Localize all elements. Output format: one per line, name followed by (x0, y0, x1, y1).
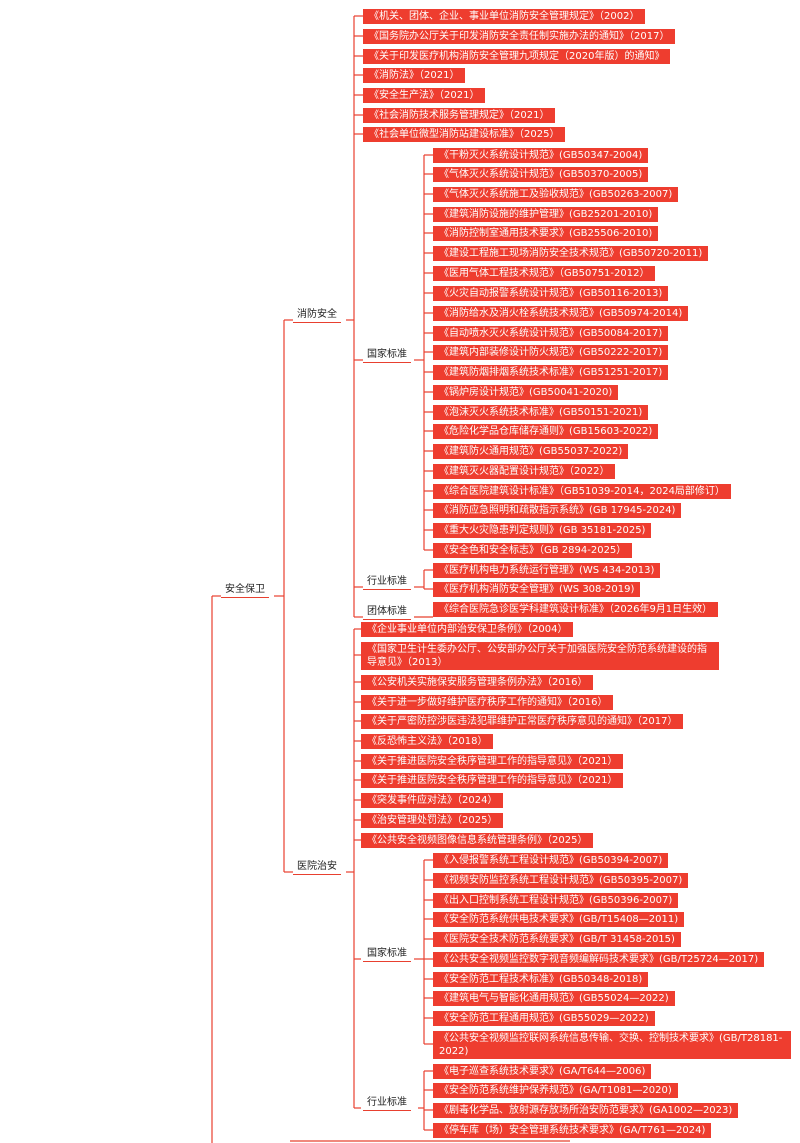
leaf-fire-national-standard[interactable]: 《消防应急照明和疏散指示系统》(GB 17945-2024) (433, 503, 682, 518)
leaf-security-national-standard[interactable]: 《安全防范工程通用规范》(GB55029—2022) (433, 1011, 655, 1026)
leaf-security-national-standard[interactable]: 《公共安全视频监控联网系统信息传输、交换、控制技术要求》(GB/T28181-2… (433, 1031, 791, 1059)
leaf-fire-national-standard[interactable]: 《安全色和安全标志》（GB 2894-2025） (433, 543, 633, 558)
leaf-fire-national-standard[interactable]: 《建筑防火通用规范》(GB55037-2022) (433, 444, 629, 459)
leaf-security-law[interactable]: 《关于推进医院安全秩序管理工作的指导意见》（2021） (361, 754, 624, 769)
leaf-fire-national-standard[interactable]: 《危险化学品仓库储存通则》(GB15603-2022) (433, 424, 659, 439)
leaf-fire-national-standard[interactable]: 《建筑内部装修设计防火规范》(GB50222-2017) (433, 345, 669, 360)
leaf-fire-national-standard[interactable]: 《气体灭火系统施工及验收规范》(GB50263-2007) (433, 187, 679, 202)
leaf-fire-national-standard[interactable]: 《锅炉房设计规范》(GB50041-2020) (433, 385, 619, 400)
leaf-fire-law[interactable]: 《机关、团体、企业、事业单位消防安全管理规定》（2002） (363, 9, 646, 24)
leaf-security-industry-standard[interactable]: 《停车库（场）安全管理系统技术要求》(GA/T761—2024) (433, 1123, 712, 1138)
leaf-security-industry-standard[interactable]: 《剧毒化学品、放射源存放场所治安防范要求》(GA1002—2023) (433, 1103, 739, 1118)
leaf-fire-national-standard[interactable]: 《综合医院建筑设计标准》（GB51039-2014，2024局部修订） (433, 484, 731, 499)
leaf-security-law[interactable]: 《企业事业单位内部治安保卫条例》（2004） (361, 622, 574, 637)
leaf-fire-national-standard[interactable]: 《建设工程施工现场消防安全技术规范》(GB50720-2011) (433, 246, 709, 261)
node-fire-national-standards[interactable]: 国家标准 (363, 346, 411, 363)
leaf-security-national-standard[interactable]: 《安全防范系统供电技术要求》(GB/T15408—2011) (433, 912, 685, 927)
leaf-security-industry-standard[interactable]: 《安全防范系统维护保养规范》(GA/T1081—2020) (433, 1083, 678, 1098)
leaf-security-national-standard[interactable]: 《视频安防监控系统工程设计规范》(GB50395-2007) (433, 873, 689, 888)
leaf-security-national-standard[interactable]: 《安全防范工程技术标准》(GB50348-2018) (433, 972, 649, 987)
leaf-fire-law[interactable]: 《关于印发医疗机构消防安全管理九项规定（2020年版）的通知》 (363, 49, 671, 64)
node-root-security[interactable]: 安全保卫 (221, 581, 269, 598)
leaf-fire-national-standard[interactable]: 《建筑消防设施的维护管理》(GB25201-2010) (433, 207, 659, 222)
node-security-national-standards[interactable]: 国家标准 (363, 945, 411, 962)
node-security-industry-standards[interactable]: 行业标准 (363, 1094, 411, 1111)
leaf-fire-group-standard[interactable]: 《综合医院急诊医学科建筑设计标准》（2026年9月1日生效） (433, 602, 719, 617)
leaf-fire-national-standard[interactable]: 《火灾自动报警系统设计规范》(GB50116-2013) (433, 286, 669, 301)
leaf-fire-national-standard[interactable]: 《泡沫灭火系统技术标准》(GB50151-2021) (433, 405, 649, 420)
leaf-fire-industry-standard[interactable]: 《医疗机构电力系统运行管理》(WS 434-2013) (433, 563, 661, 578)
leaf-fire-national-standard[interactable]: 《医用气体工程技术规范》（GB50751-2012） (433, 266, 656, 281)
leaf-fire-national-standard[interactable]: 《重大火灾隐患判定规则》(GB 35181-2025) (433, 523, 652, 538)
leaf-security-law[interactable]: 《公安机关实施保安服务管理条例办法》（2016） (361, 675, 594, 690)
leaf-security-law[interactable]: 《治安管理处罚法》（2025） (361, 813, 504, 828)
leaf-fire-national-standard[interactable]: 《建筑防烟排烟系统技术标准》(GB51251-2017) (433, 365, 669, 380)
leaf-security-law[interactable]: 《反恐怖主义法》（2018） (361, 734, 494, 749)
node-hospital-security[interactable]: 医院治安 (293, 858, 341, 875)
leaf-security-law[interactable]: 《突发事件应对法》（2024） (361, 793, 504, 808)
leaf-security-national-standard[interactable]: 《入侵报警系统工程设计规范》(GB50394-2007) (433, 853, 669, 868)
leaf-fire-law[interactable]: 《消防法》（2021） (363, 68, 466, 83)
leaf-security-national-standard[interactable]: 《公共安全视频监控数字视音频编解码技术要求》(GB/T25724—2017) (433, 952, 765, 967)
leaf-fire-law[interactable]: 《社会消防技术服务管理规定》（2021） (363, 108, 556, 123)
leaf-fire-national-standard[interactable]: 《建筑灭火器配置设计规范》（2022） (433, 464, 616, 479)
leaf-fire-law[interactable]: 《社会单位微型消防站建设标准》（2025） (363, 127, 566, 142)
leaf-fire-national-standard[interactable]: 《消防给水及消火栓系统技术规范》(GB50974-2014) (433, 306, 689, 321)
leaf-security-industry-standard[interactable]: 《电子巡查系统技术要求》(GA/T644—2006) (433, 1064, 652, 1079)
leaf-fire-national-standard[interactable]: 《自动喷水灭火系统设计规范》(GB50084-2017) (433, 326, 669, 341)
leaf-security-law[interactable]: 《公共安全视频图像信息系统管理条例》（2025） (361, 833, 594, 848)
leaf-fire-law[interactable]: 《安全生产法》（2021） (363, 88, 486, 103)
leaf-security-law[interactable]: 《关于严密防控涉医违法犯罪维护正常医疗秩序意见的通知》（2017） (361, 714, 684, 729)
node-fire-safety[interactable]: 消防安全 (293, 306, 341, 323)
node-fire-group-standards[interactable]: 团体标准 (363, 603, 411, 620)
leaf-security-national-standard[interactable]: 《医院安全技术防范系统要求》(GB/T 31458-2015) (433, 932, 681, 947)
leaf-security-national-standard[interactable]: 《出入口控制系统工程设计规范》(GB50396-2007) (433, 893, 679, 908)
leaf-security-law[interactable]: 《关于进一步做好维护医疗秩序工作的通知》（2016） (361, 695, 614, 710)
leaf-fire-national-standard[interactable]: 《气体灭火系统设计规范》(GB50370-2005) (433, 167, 649, 182)
leaf-security-national-standard[interactable]: 《建筑电气与智能化通用规范》(GB55024—2022) (433, 991, 675, 1006)
leaf-fire-national-standard[interactable]: 《消防控制室通用技术要求》(GB25506-2010) (433, 226, 659, 241)
leaf-fire-national-standard[interactable]: 《干粉灭火系统设计规范》(GB50347-2004) (433, 148, 649, 163)
leaf-security-law[interactable]: 《国家卫生计生委办公厅、公安部办公厅关于加强医院安全防范系统建设的指导意见》（2… (361, 642, 719, 670)
leaf-fire-law[interactable]: 《国务院办公厅关于印发消防安全责任制实施办法的通知》（2017） (363, 29, 676, 44)
leaf-security-law[interactable]: 《关于推进医院安全秩序管理工作的指导意见》（2021） (361, 773, 624, 788)
node-fire-industry-standards[interactable]: 行业标准 (363, 573, 411, 590)
leaf-fire-industry-standard[interactable]: 《医疗机构消防安全管理》(WS 308-2019) (433, 582, 641, 597)
